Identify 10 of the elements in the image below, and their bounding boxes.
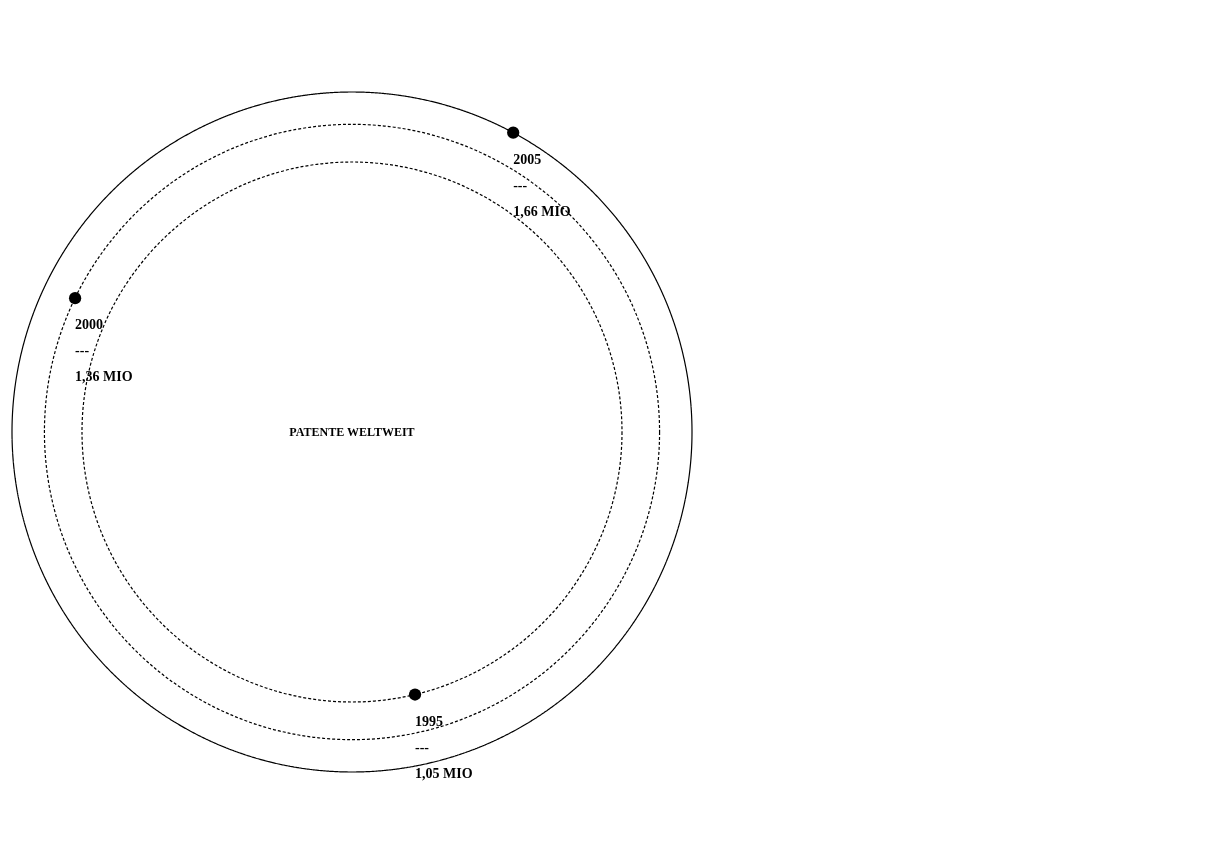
text: --- [75, 343, 90, 359]
data-label: 1,36 MIO [75, 369, 133, 385]
category-label: 1995 [415, 713, 444, 729]
text: --- [415, 739, 430, 755]
category-label: 2000 [75, 317, 104, 333]
category-label: 2005 [513, 151, 542, 167]
data-label: 1,05 MIO [415, 765, 473, 781]
text: --- [513, 177, 528, 193]
text: PATENTE WELTWEIT [289, 425, 415, 439]
data-label: 1,66 MIO [513, 203, 571, 219]
